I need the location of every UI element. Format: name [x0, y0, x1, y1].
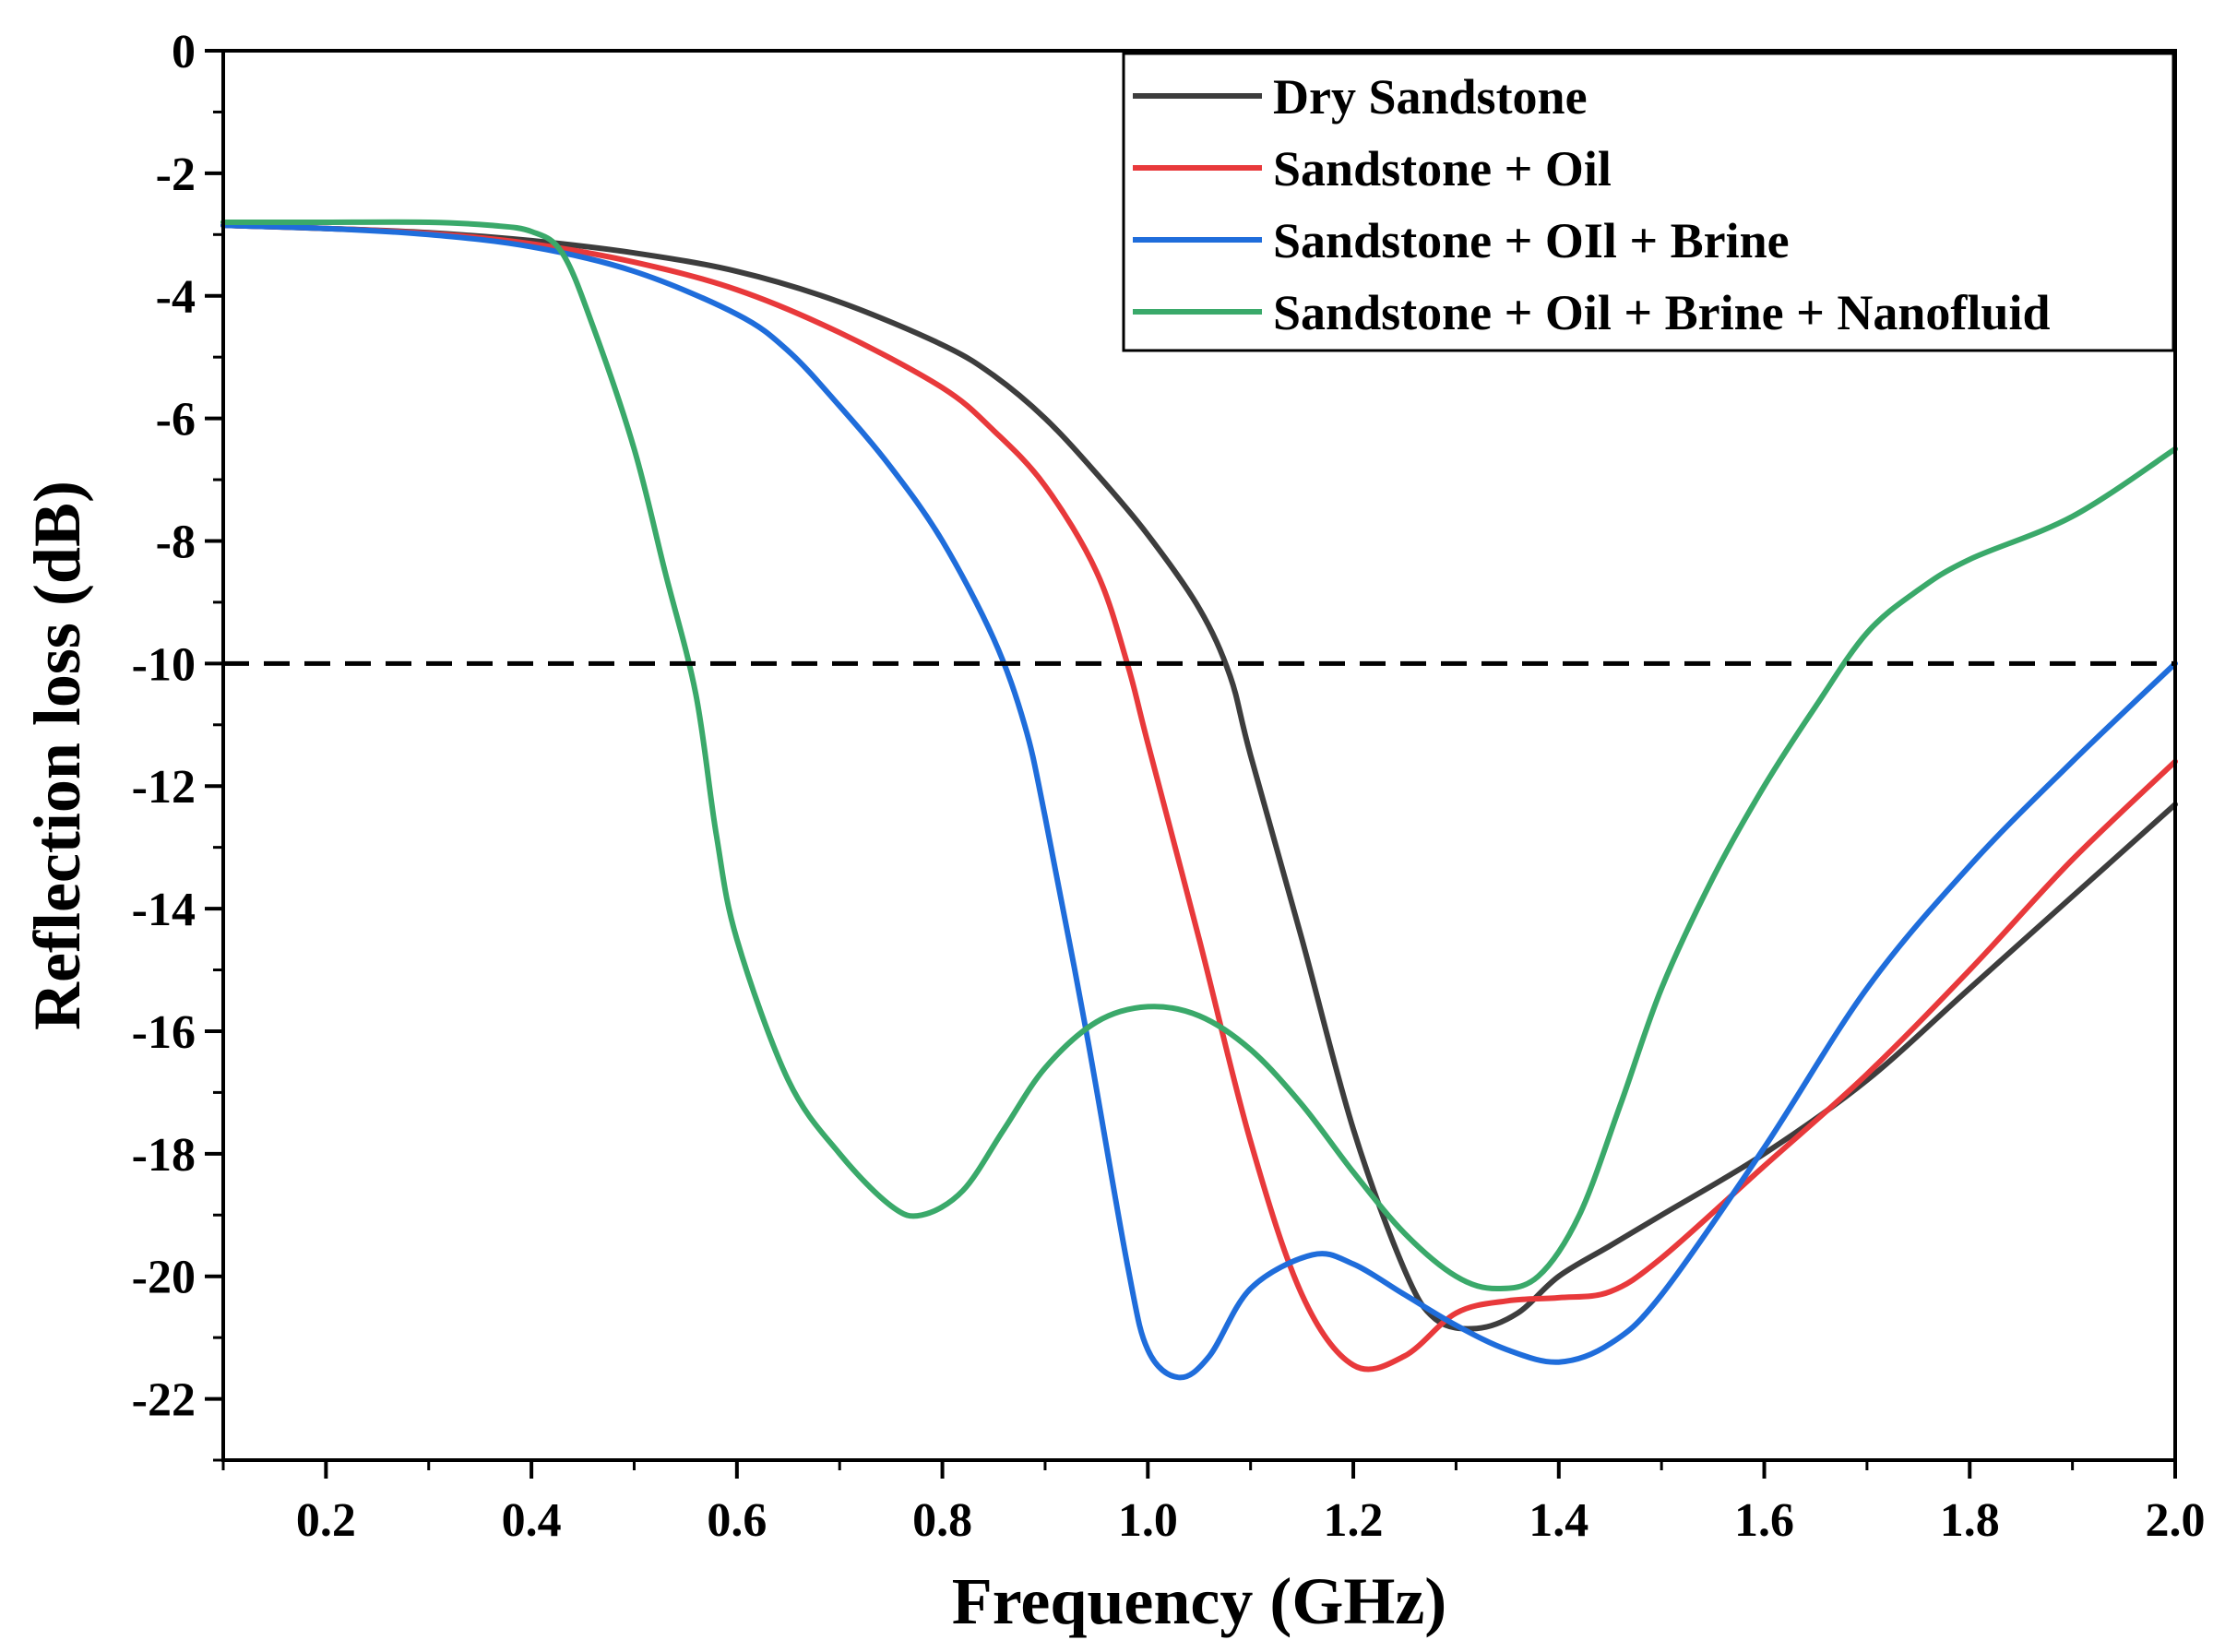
y-axis: 0 -2 -4 -6 -8 -10 -12 -14 -16 -18 -20 -22: [132, 26, 223, 1462]
plot-frame: [221, 49, 2177, 1462]
legend-box: [1122, 52, 2175, 352]
y-tick-label: -4: [156, 271, 196, 324]
legend-label: Dry Sandstone: [1273, 69, 1588, 125]
x-axis: 0.2 0.4 0.6 0.8 1.0 1.2 1.4 1.6 1.8 2.0: [221, 1460, 2206, 1547]
x-tick-label: 0.8: [912, 1494, 972, 1547]
y-tick-label: -8: [156, 516, 196, 568]
legend-label: Sandstone + Oil + Brine + Nanofluid: [1273, 285, 2050, 340]
legend: Dry Sandstone Sandstone + Oil Sandstone + …: [1122, 52, 2175, 352]
x-tick-label: 1.2: [1324, 1494, 1384, 1547]
legend-label: Sandstone + Oil: [1273, 141, 1612, 196]
y-tick-label: 0: [172, 26, 196, 78]
x-tick-label: 1.4: [1529, 1494, 1588, 1547]
series-line-4: [220, 219, 2178, 1291]
series-line-2: [220, 222, 2178, 1373]
series-layer: [220, 219, 2178, 1381]
x-tick-label: 1.8: [1940, 1494, 2000, 1547]
legend-label: Sandstone + OIl + Brine: [1273, 213, 1790, 268]
y-tick-label: -2: [156, 149, 196, 201]
y-axis-title: Reflection loss (dB): [20, 481, 94, 1030]
y-tick-label: -22: [132, 1374, 196, 1427]
y-tick-label: -10: [132, 638, 196, 691]
x-axis-title: Frequency (GHz): [952, 1564, 1447, 1638]
x-tick-label: 0.4: [502, 1494, 562, 1547]
series-line-1: [220, 222, 2178, 1332]
y-tick-label: -20: [132, 1252, 196, 1304]
y-tick-label: -18: [132, 1129, 196, 1182]
y-tick-label: -14: [132, 884, 196, 936]
y-tick-label: -12: [132, 761, 196, 814]
series-line-3: [220, 222, 2178, 1381]
x-tick-label: 1.0: [1118, 1494, 1178, 1547]
x-tick-label: 0.6: [707, 1494, 767, 1547]
y-tick-label: -16: [132, 1006, 196, 1059]
x-tick-label: 0.2: [296, 1494, 356, 1547]
x-tick-label: 2.0: [2146, 1494, 2206, 1547]
x-tick-label: 1.6: [1734, 1494, 1794, 1547]
y-tick-label: -6: [156, 394, 196, 446]
